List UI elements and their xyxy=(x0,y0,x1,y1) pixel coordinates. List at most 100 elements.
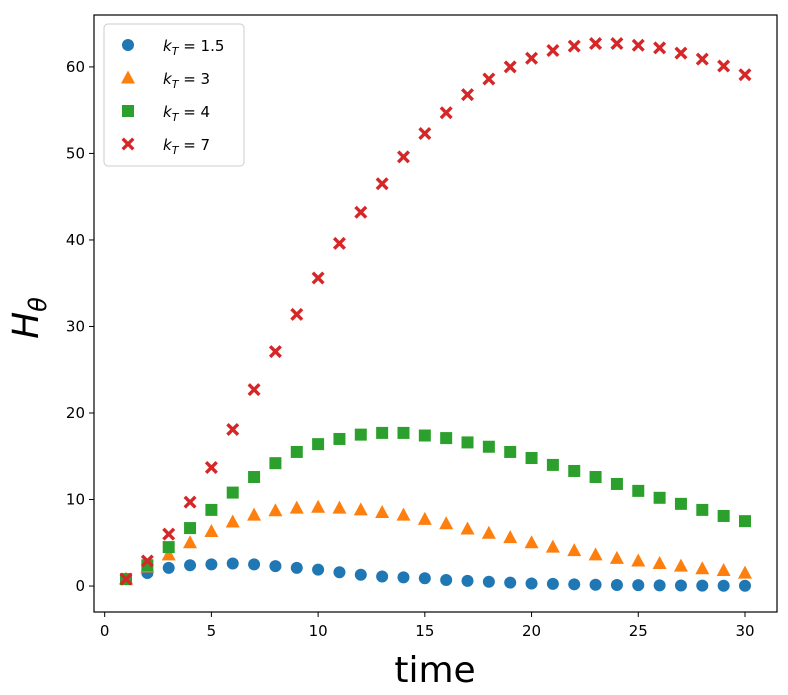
data-point xyxy=(717,509,730,522)
data-point xyxy=(696,579,709,592)
data-point xyxy=(504,445,517,458)
data-point xyxy=(290,561,303,574)
legend-marker xyxy=(122,105,134,117)
data-point xyxy=(674,497,687,510)
data-point xyxy=(482,72,496,86)
y-axis-ticks: 0 10 20 30 40 50 60 xyxy=(66,58,94,595)
data-point xyxy=(417,511,432,525)
data-point xyxy=(376,570,389,583)
legend-label-main: k xyxy=(163,136,173,154)
plot-area xyxy=(119,37,752,592)
data-point xyxy=(568,464,581,477)
data-point xyxy=(397,426,410,439)
legend-label-main: k xyxy=(163,103,173,121)
data-point xyxy=(588,547,603,561)
data-point xyxy=(609,550,624,564)
data-point xyxy=(482,575,495,588)
legend-entry: kT = 7 xyxy=(121,136,210,157)
data-point xyxy=(696,503,709,516)
data-point xyxy=(311,271,325,285)
data-point xyxy=(418,127,432,141)
data-point xyxy=(225,514,240,528)
data-point xyxy=(204,524,219,538)
data-point xyxy=(205,558,218,571)
data-point xyxy=(418,572,431,585)
data-point xyxy=(119,572,133,586)
data-point xyxy=(184,522,197,535)
legend-label: kT = 1.5 xyxy=(163,37,224,58)
data-point xyxy=(695,561,710,575)
data-point xyxy=(396,507,411,521)
data-point xyxy=(354,568,367,581)
data-point xyxy=(226,486,239,499)
x-tick-label: 5 xyxy=(207,622,217,640)
legend-entry: kT = 1.5 xyxy=(122,37,224,58)
data-point xyxy=(610,477,623,490)
data-point xyxy=(525,577,538,590)
legend-label-value: = 4 xyxy=(178,103,210,121)
data-point xyxy=(248,558,261,571)
data-point xyxy=(375,505,390,518)
y-axis-label: Hθ xyxy=(6,297,52,339)
data-point xyxy=(333,432,346,445)
legend-entry: kT = 3 xyxy=(121,70,210,91)
data-point xyxy=(461,436,474,449)
data-point xyxy=(353,502,368,516)
data-point xyxy=(567,39,581,53)
data-point xyxy=(375,177,389,191)
data-point xyxy=(439,106,453,120)
data-point xyxy=(332,500,347,514)
x-tick-label: 15 xyxy=(415,622,434,640)
x-tick-label: 20 xyxy=(522,622,541,640)
y-tick-label: 30 xyxy=(66,317,85,335)
x-axis-label: time xyxy=(394,650,475,691)
data-point xyxy=(183,535,198,549)
data-point xyxy=(738,68,752,82)
data-point xyxy=(205,503,218,516)
y-tick-label: 60 xyxy=(66,58,85,76)
data-point xyxy=(269,560,282,573)
data-point xyxy=(631,553,646,567)
series-3 xyxy=(120,426,751,586)
data-point xyxy=(226,557,239,570)
data-point xyxy=(589,37,603,51)
data-point xyxy=(632,579,645,592)
data-point xyxy=(460,521,475,535)
data-point xyxy=(161,547,176,561)
data-point xyxy=(248,471,261,484)
x-tick-label: 30 xyxy=(735,622,754,640)
data-point xyxy=(290,307,304,321)
legend-marker xyxy=(121,137,135,151)
data-point xyxy=(247,383,261,397)
data-point xyxy=(695,52,709,66)
data-point xyxy=(716,562,731,576)
data-point xyxy=(589,578,602,591)
legend-label-sub: T xyxy=(172,144,180,157)
legend-label-sub: T xyxy=(172,111,180,124)
data-point xyxy=(546,43,560,57)
legend-label: kT = 4 xyxy=(163,103,210,124)
data-point xyxy=(589,471,602,484)
legend-label-main: k xyxy=(163,70,173,88)
data-point xyxy=(653,491,666,504)
x-axis-ticks: 0 5 10 15 20 25 30 xyxy=(100,612,755,640)
data-point xyxy=(546,458,559,471)
data-point xyxy=(247,507,262,521)
data-point xyxy=(312,563,325,576)
data-point xyxy=(631,38,645,52)
data-point xyxy=(673,558,688,572)
legend-label: kT = 7 xyxy=(163,136,210,157)
series-1 xyxy=(120,557,751,592)
data-point xyxy=(524,535,539,549)
y-tick-label: 20 xyxy=(66,404,85,422)
x-tick-label: 25 xyxy=(629,622,648,640)
data-point xyxy=(504,576,517,589)
y-axis-label-main: H xyxy=(6,312,47,339)
legend-entry: kT = 4 xyxy=(122,103,210,124)
data-point xyxy=(632,484,645,497)
data-point xyxy=(674,579,687,592)
y-tick-label: 10 xyxy=(66,491,85,509)
legend: kT = 1.5kT = 3kT = 4kT = 7 xyxy=(103,23,245,167)
legend-marker xyxy=(121,70,135,84)
data-point xyxy=(568,578,581,591)
